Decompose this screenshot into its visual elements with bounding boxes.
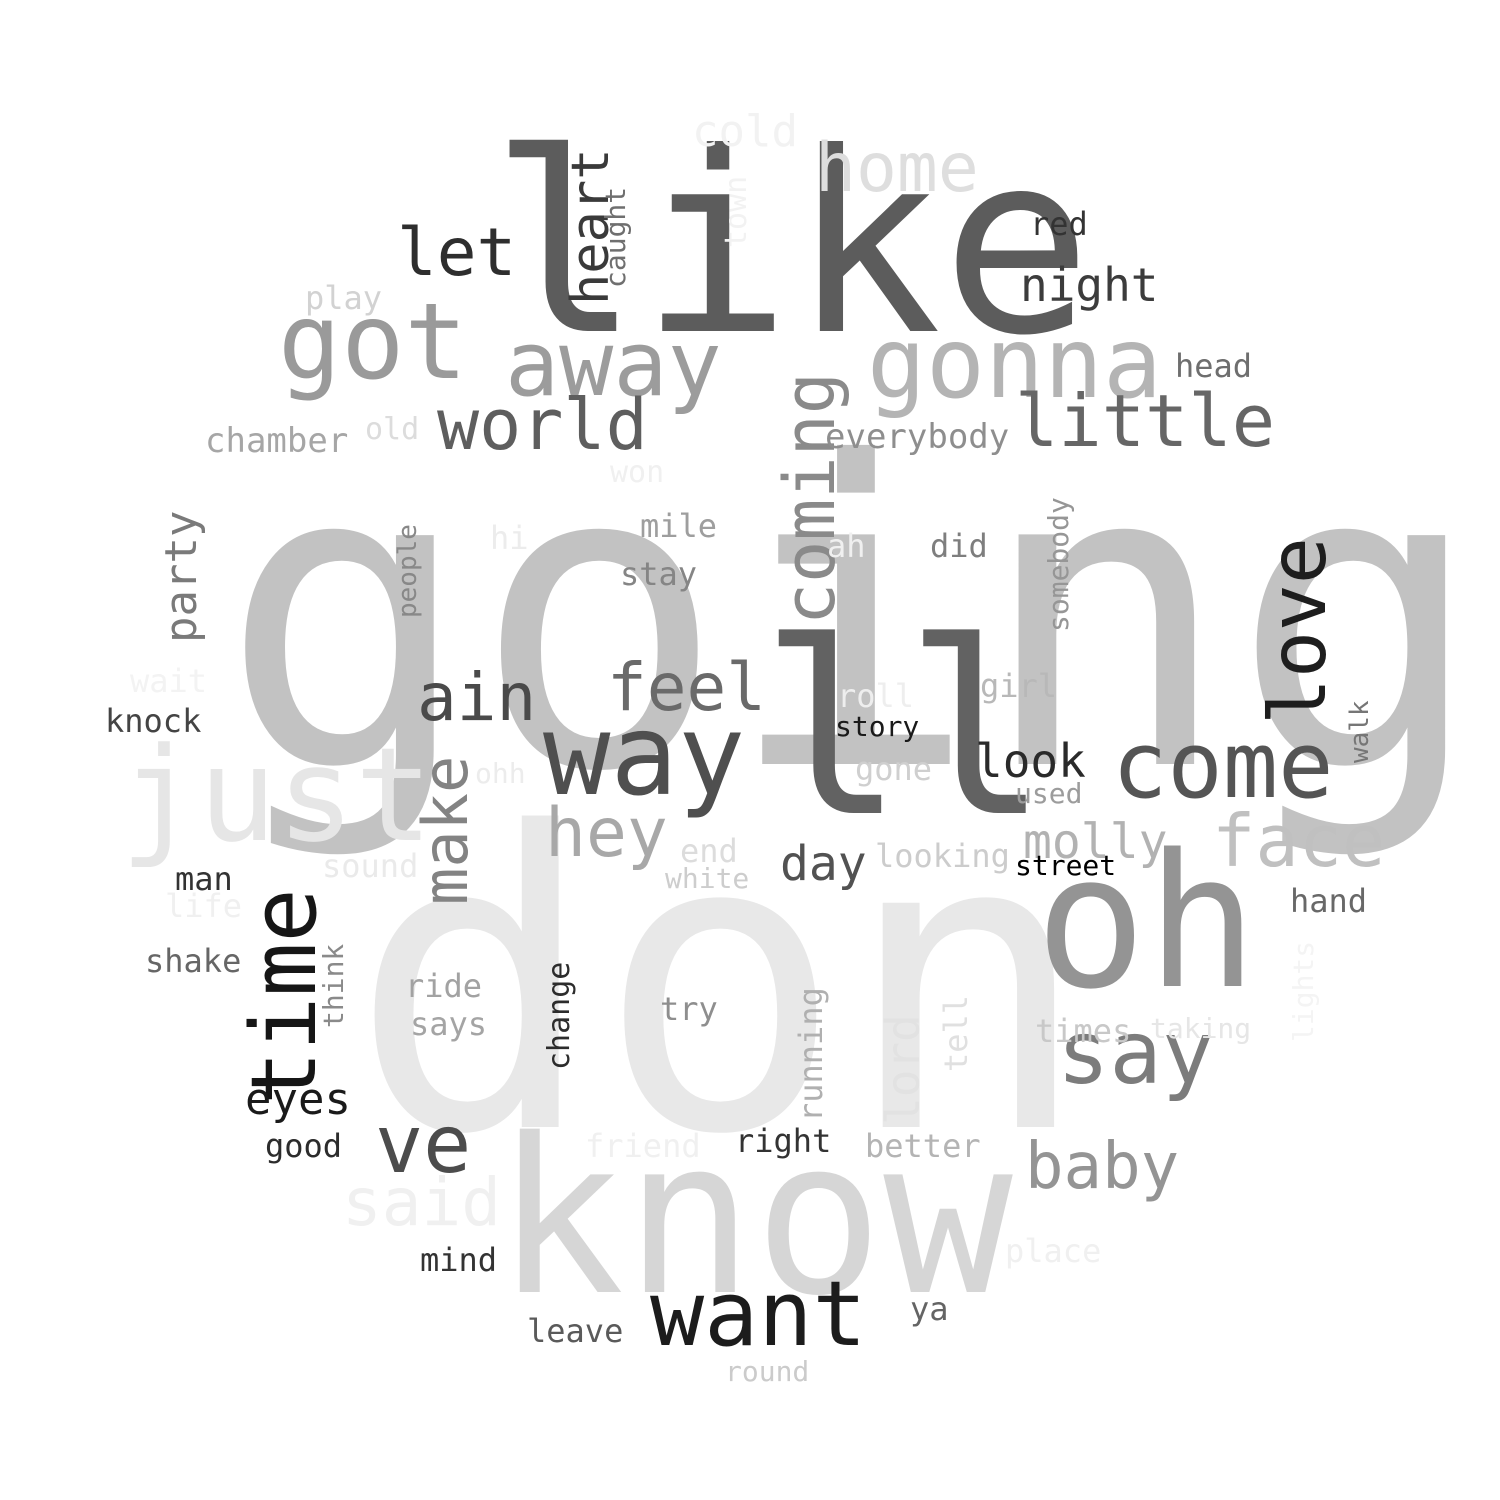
word-way: way	[543, 691, 746, 821]
word-everybody: everybody	[825, 417, 1010, 457]
word-times: times	[1035, 1012, 1132, 1050]
word-try: try	[660, 990, 718, 1028]
word-street: street	[1015, 849, 1117, 882]
word-story: story	[835, 710, 920, 743]
word-better: better	[865, 1127, 981, 1165]
word-sound: sound	[322, 847, 419, 885]
word-taking: taking	[1150, 1012, 1252, 1045]
word-say: say	[1057, 1002, 1215, 1104]
word-night: night	[1020, 258, 1159, 312]
word-come: come	[1112, 712, 1334, 819]
word-ride: ride	[405, 967, 483, 1005]
word-roll: roll	[837, 677, 915, 715]
word-red: red	[1030, 205, 1088, 243]
word-tell: tell	[937, 994, 975, 1072]
word-just: just	[120, 719, 434, 871]
word-lights: lights	[1287, 940, 1320, 1042]
word-gonna: gonna	[867, 307, 1163, 421]
word-life: life	[165, 887, 243, 925]
word-molly: molly	[1023, 814, 1168, 870]
word-somebody: somebody	[1042, 497, 1075, 632]
word-got: got	[278, 281, 468, 403]
word-want: want	[650, 1262, 867, 1367]
word-head: head	[1175, 347, 1253, 385]
word-going: going	[220, 375, 1485, 864]
word-ll: ll	[760, 590, 1049, 870]
word-old: old	[365, 412, 420, 447]
word-girl: girl	[980, 667, 1058, 705]
word-wait: wait	[130, 662, 208, 700]
word-know: know	[495, 1092, 1013, 1343]
word-coming: coming	[769, 372, 851, 625]
word-lord: lord	[876, 1014, 930, 1125]
word-right: right	[735, 1122, 832, 1160]
word-says: says	[410, 1005, 488, 1043]
word-baby: baby	[1025, 1130, 1180, 1204]
word-used: used	[1015, 777, 1083, 810]
word-walk: walk	[1345, 700, 1375, 763]
word-end: end	[680, 832, 738, 870]
word-hand: hand	[1290, 882, 1368, 920]
word-eyes: eyes	[245, 1074, 351, 1125]
word-think: think	[317, 943, 350, 1028]
word-like: like	[490, 99, 1093, 390]
word-looking: looking	[875, 837, 1010, 875]
word-said: said	[342, 1164, 501, 1241]
word-ohh: ohh	[475, 757, 526, 790]
word-ve: ve	[375, 1098, 472, 1191]
word-look: look	[975, 734, 1086, 788]
word-caught: caught	[599, 186, 632, 288]
word-white: white	[665, 862, 750, 895]
word-shake: shake	[145, 942, 242, 980]
word-face: face	[1212, 799, 1386, 883]
word-change: change	[542, 961, 577, 1070]
word-place: place	[1005, 1232, 1102, 1270]
word-party: party	[156, 510, 207, 643]
word-chamber: chamber	[205, 421, 349, 461]
word-people: people	[393, 524, 423, 618]
word-good: good	[265, 1127, 343, 1165]
word-friend: friend	[585, 1127, 701, 1165]
word-did: did	[930, 527, 988, 565]
word-oh: oh	[1035, 814, 1258, 1030]
word-away: away	[505, 312, 722, 417]
word-mind: mind	[420, 1241, 498, 1279]
word-stay: stay	[620, 555, 698, 593]
word-day: day	[780, 836, 867, 892]
word-man: man	[175, 860, 233, 898]
word-make: make	[409, 755, 482, 905]
word-leave: leave	[527, 1312, 624, 1350]
word-play: play	[305, 279, 383, 317]
word-mile: mile	[640, 507, 718, 545]
word-town: town	[719, 175, 754, 248]
word-hi: hi	[490, 519, 529, 557]
word-hey: hey	[545, 794, 668, 873]
word-little: little	[1015, 379, 1276, 463]
word-won: won	[610, 455, 665, 490]
word-don: don	[350, 746, 1091, 1224]
word-feel: feel	[607, 649, 766, 726]
word-ain: ain	[417, 659, 537, 736]
word-ya: ya	[910, 1290, 949, 1328]
word-love: love	[1254, 537, 1344, 725]
word-let: let	[397, 214, 517, 291]
word-gone: gone	[855, 750, 933, 788]
word-round: round	[725, 1355, 810, 1388]
word-ah: ah	[827, 527, 866, 565]
word-cold: cold	[692, 106, 798, 157]
word-knock: knock	[105, 702, 202, 740]
word-world: world	[437, 384, 648, 466]
word-running: running	[792, 987, 830, 1122]
word-home: home	[815, 129, 979, 208]
